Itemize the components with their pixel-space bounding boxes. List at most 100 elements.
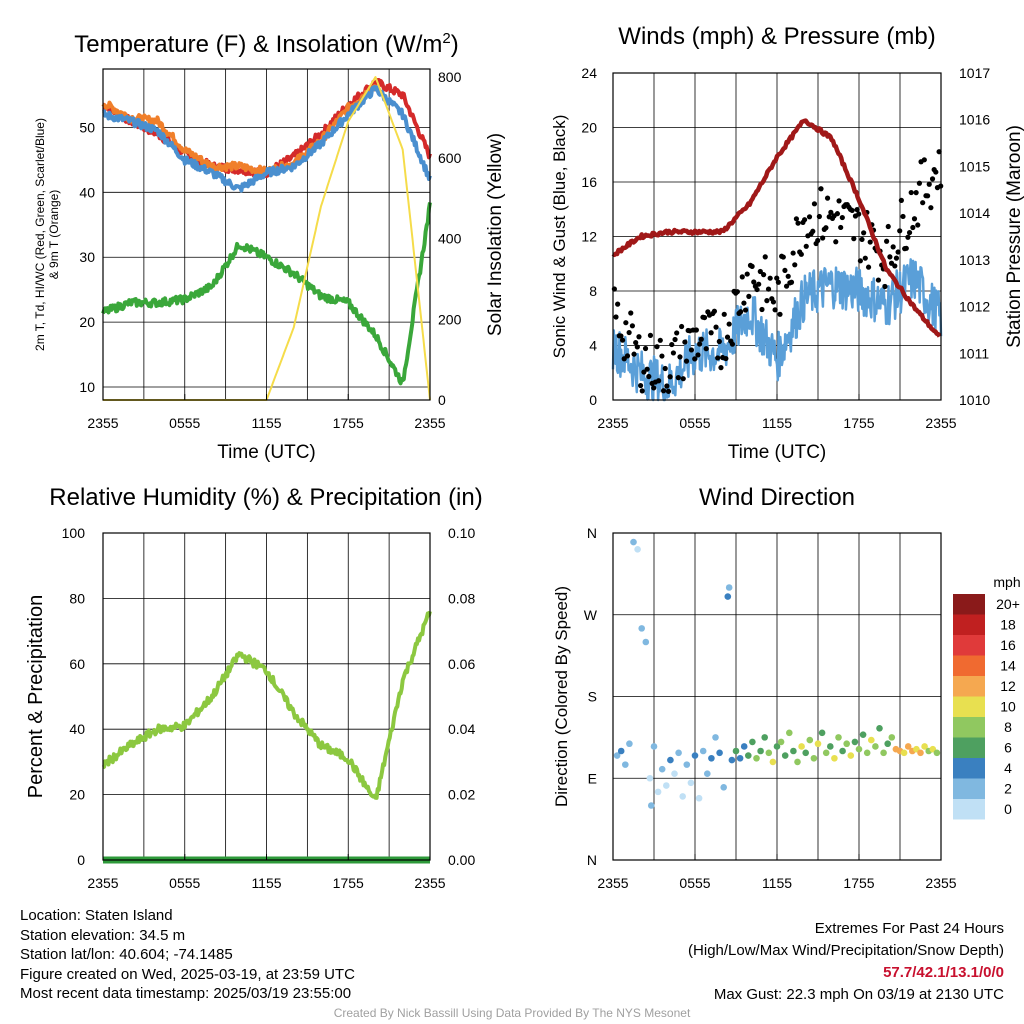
gust-point <box>654 344 660 350</box>
gust-point <box>692 356 698 362</box>
direction-point <box>626 740 633 748</box>
y-right-tick-label: 0.06 <box>448 656 475 672</box>
gust-point <box>670 350 677 356</box>
x-tick-label: 0555 <box>169 875 200 891</box>
y-right-tick-label: 400 <box>438 231 462 247</box>
x-tick-label: 0555 <box>679 415 710 431</box>
y-right-tick-label: 1013 <box>959 252 990 268</box>
gust-point <box>928 205 934 211</box>
gust-point <box>759 306 765 313</box>
direction-point <box>695 794 703 802</box>
y-tick-label: W <box>584 607 598 623</box>
gust-point <box>803 243 809 249</box>
legend-swatch <box>953 737 985 758</box>
y-tick-label: 16 <box>581 174 597 190</box>
gust-point <box>729 341 736 347</box>
gust-point <box>875 277 882 283</box>
legend-label: 8 <box>1004 719 1012 735</box>
direction-point <box>880 749 887 757</box>
x-tick-label: 2355 <box>87 415 118 431</box>
x-tick-label: 1155 <box>251 415 281 431</box>
y-right-tick-label: 1015 <box>959 158 990 174</box>
gust-point <box>838 224 844 231</box>
gust-point <box>906 229 913 236</box>
y-tick-label: 24 <box>581 65 597 81</box>
gust-point <box>677 354 683 360</box>
direction-point <box>769 758 777 766</box>
gust-point <box>639 388 645 394</box>
series-rh <box>102 610 432 800</box>
legend-label: 10 <box>1000 699 1016 715</box>
gust-point <box>770 299 777 305</box>
y-tick-label: 20 <box>79 314 95 330</box>
x-tick-label: 0555 <box>679 875 710 891</box>
chart-title: Wind Direction <box>699 484 855 511</box>
gust-point <box>746 293 752 299</box>
gust-point <box>792 262 798 268</box>
gust-point <box>711 308 718 314</box>
gust-point <box>911 216 918 222</box>
gust-point <box>905 234 911 240</box>
gust-point <box>893 255 900 261</box>
gust-point <box>741 300 747 306</box>
gust-point <box>793 216 800 222</box>
legend-label: 0 <box>1004 801 1012 817</box>
gust-point <box>925 193 931 199</box>
panel-1: 10 20 30 40 50 0 200 400 600 800 2355 0555 1155 1755 2… <box>33 30 506 463</box>
y-right-tick-label: 0.10 <box>448 525 475 541</box>
direction-point <box>888 734 896 741</box>
direction-point <box>900 749 908 757</box>
y-tick-label: 30 <box>79 249 95 265</box>
gust-point <box>634 344 640 350</box>
gust-point <box>921 157 927 163</box>
gust-point <box>862 255 868 261</box>
gust-point <box>693 327 699 333</box>
x-tick-label: 2355 <box>87 875 118 891</box>
direction-point <box>839 747 846 755</box>
gust-point <box>839 214 845 221</box>
title-close: ) <box>451 31 459 58</box>
gust-point <box>739 274 745 280</box>
y-right-tick-label: 0.08 <box>448 590 475 606</box>
x-tick-label: 1755 <box>333 415 364 431</box>
y-right-tick-label: 1011 <box>959 345 989 361</box>
y-axis-label: Sonic Wind & Gust (Blue, Black) <box>550 115 569 359</box>
gust-point <box>824 195 831 201</box>
gust-point <box>897 228 903 234</box>
y-tick-label: 40 <box>79 184 95 200</box>
gust-point <box>774 275 780 281</box>
y-right-tick-label: 1016 <box>959 112 990 128</box>
gust-point <box>828 209 834 215</box>
gust-point <box>780 254 786 260</box>
gust-point <box>734 289 740 295</box>
gust-point <box>785 273 791 279</box>
direction-point <box>872 743 879 750</box>
gust-point <box>816 213 822 220</box>
direction-point <box>827 743 834 750</box>
y-tick-label: 12 <box>581 229 597 245</box>
station-location: Location: Staten Island <box>20 907 173 924</box>
gust-point <box>695 352 701 358</box>
gust-point <box>795 220 801 226</box>
max-gust: Max Gust: 22.3 mph On 03/19 at 2130 UTC <box>713 986 1004 1003</box>
direction-point <box>679 793 686 800</box>
direction-point <box>933 749 941 757</box>
y-tick-label: 0 <box>77 852 85 868</box>
gust-point <box>682 339 688 345</box>
x-tick-label: 0555 <box>169 415 200 431</box>
gust-point <box>788 279 795 285</box>
gust-point <box>836 198 842 204</box>
gust-point <box>688 347 695 353</box>
gust-point <box>672 336 678 343</box>
y-axis-label-line2: & 9m T (Orange) <box>47 190 61 280</box>
direction-point <box>704 770 711 778</box>
gust-point <box>716 338 722 345</box>
direction-point <box>749 738 756 746</box>
legend-label: 20+ <box>996 596 1020 612</box>
direction-point <box>855 745 863 753</box>
direction-point <box>863 749 871 757</box>
direction-point <box>663 782 670 789</box>
gust-point <box>647 332 654 338</box>
direction-point <box>725 584 733 591</box>
gust-point <box>915 222 921 228</box>
